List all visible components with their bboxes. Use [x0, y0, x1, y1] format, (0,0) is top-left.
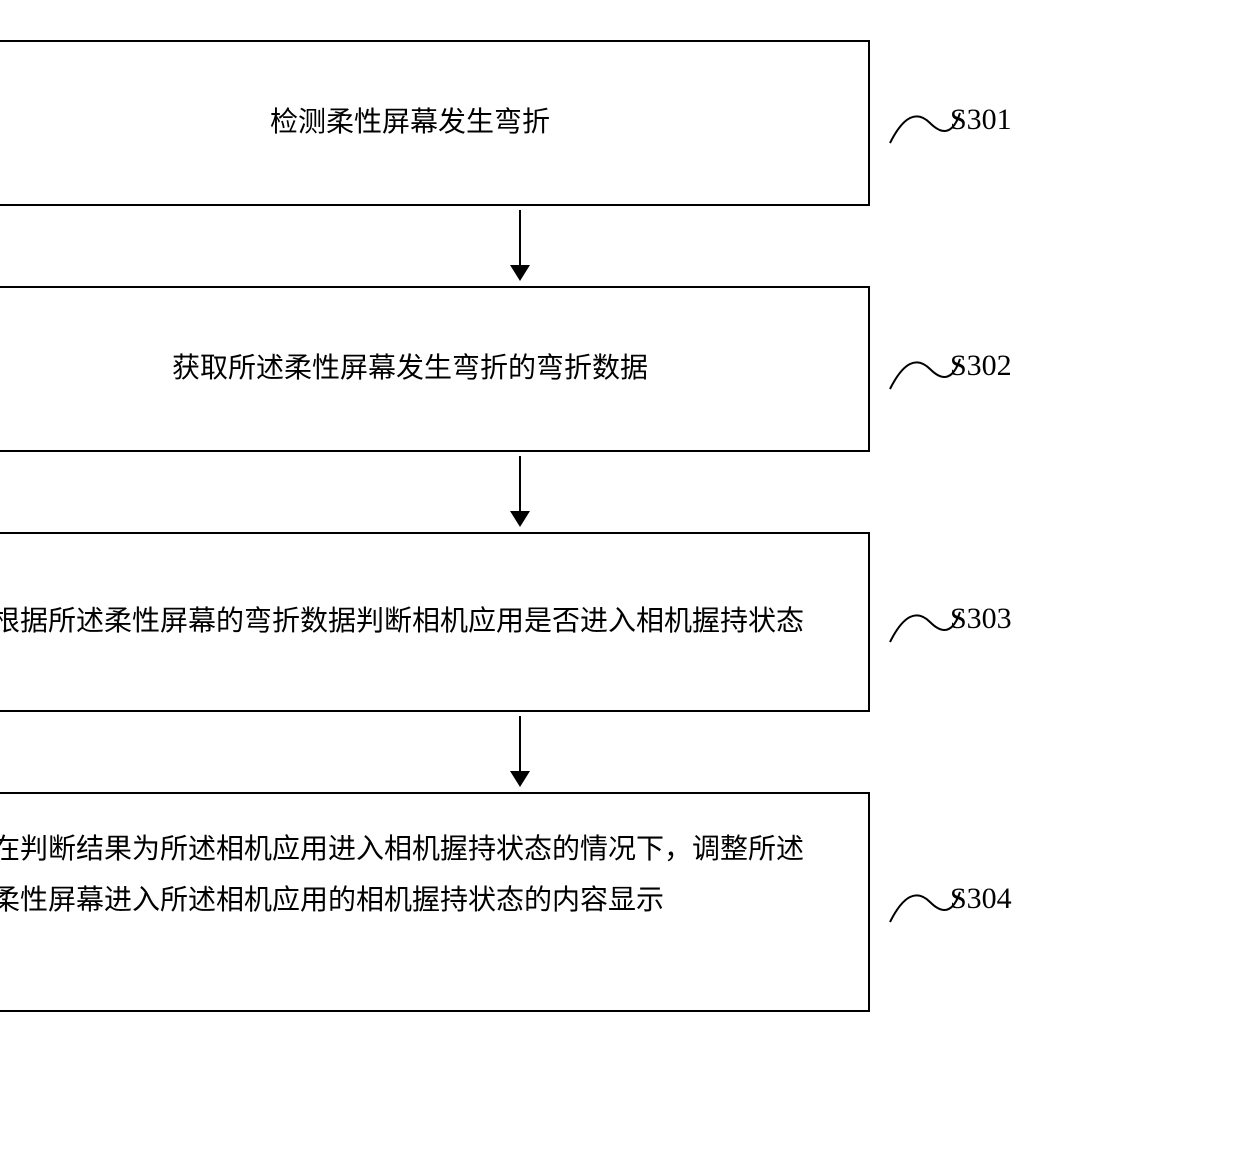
flow-step-label: S302 — [950, 349, 1012, 383]
flow-step-text: 在判断结果为所述相机应用进入相机握持状态的情况下，调整所述柔性屏幕进入所述相机应… — [0, 824, 828, 928]
flow-label-wrap: S304 — [890, 872, 1090, 932]
flow-label-wrap: S302 — [890, 339, 1090, 399]
flow-row: 检测柔性屏幕发生弯折 S301 — [0, 40, 1110, 206]
flow-step-label: S304 — [950, 882, 1012, 916]
flow-step-text: 获取所述柔性屏幕发生弯折的弯折数据 — [172, 343, 648, 395]
flow-arrow-down-icon — [510, 452, 530, 532]
flow-step-label: S303 — [950, 602, 1012, 636]
flow-step-box-s303: 根据所述柔性屏幕的弯折数据判断相机应用是否进入相机握持状态 — [0, 532, 870, 712]
flow-step-box-s304: 在判断结果为所述相机应用进入相机握持状态的情况下，调整所述柔性屏幕进入所述相机应… — [0, 792, 870, 1012]
flow-step-text: 根据所述柔性屏幕的弯折数据判断相机应用是否进入相机握持状态 — [0, 596, 828, 648]
flow-step-box-s301: 检测柔性屏幕发生弯折 — [0, 40, 870, 206]
flow-row: 根据所述柔性屏幕的弯折数据判断相机应用是否进入相机握持状态 S303 — [0, 532, 1110, 712]
flow-arrow-down-icon — [510, 712, 530, 792]
flow-row: 在判断结果为所述相机应用进入相机握持状态的情况下，调整所述柔性屏幕进入所述相机应… — [0, 792, 1110, 1012]
flow-step-text: 检测柔性屏幕发生弯折 — [270, 97, 550, 149]
flow-label-wrap: S303 — [890, 592, 1090, 652]
flow-step-box-s302: 获取所述柔性屏幕发生弯折的弯折数据 — [0, 286, 870, 452]
flowchart-container: 检测柔性屏幕发生弯折 S301 获取所述柔性屏幕发生弯折的弯折数据 S302 根… — [30, 40, 1210, 1012]
flow-step-label: S301 — [950, 103, 1012, 137]
flow-label-wrap: S301 — [890, 93, 1090, 153]
flow-arrow-down-icon — [510, 206, 530, 286]
flow-row: 获取所述柔性屏幕发生弯折的弯折数据 S302 — [0, 286, 1110, 452]
